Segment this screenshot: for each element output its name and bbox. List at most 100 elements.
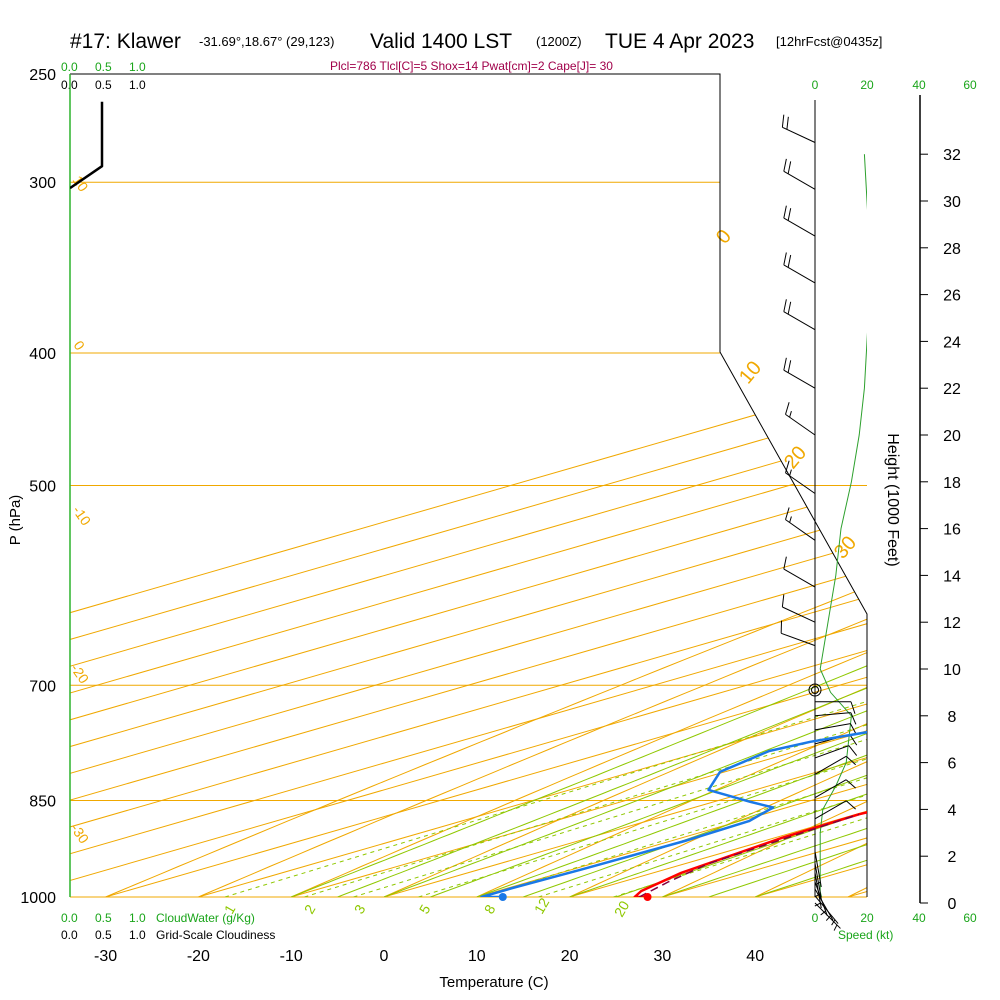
isotherm-line xyxy=(70,74,867,897)
forecast-info: [12hrFcst@0435z] xyxy=(776,34,882,49)
wind-barb xyxy=(785,402,816,436)
cloud-line xyxy=(70,101,104,190)
barb-staff xyxy=(781,632,816,647)
isobar-lines xyxy=(70,73,867,898)
speed-tick-bottom: 60 xyxy=(963,911,977,925)
wind-barb xyxy=(783,357,816,389)
barb-half-flag xyxy=(820,910,826,916)
moist-adiabat-line xyxy=(430,85,867,897)
barb-flag xyxy=(845,800,856,810)
wind-barb xyxy=(814,723,857,735)
barb-staff xyxy=(814,779,847,799)
barb-staff xyxy=(814,872,822,909)
moist-adiabat-line xyxy=(569,85,867,897)
wind-barb xyxy=(785,507,816,541)
isotherm-line xyxy=(383,74,867,897)
barb-staff xyxy=(814,755,847,775)
height-tick-label: 28 xyxy=(943,241,961,258)
barb-half-flag xyxy=(831,919,836,926)
height-tick-label: 4 xyxy=(948,802,957,819)
mixing-ratio-label: 3 xyxy=(351,902,369,917)
mixing-ratio-line xyxy=(613,352,867,897)
cloudiness-tick-top: 1.0 xyxy=(129,78,146,92)
cloudiness-tick-bottom: 1.0 xyxy=(129,928,146,942)
cloudwater-tick-bottom: 0.0 xyxy=(61,911,78,925)
speed-tick-top: 40 xyxy=(912,78,926,92)
wind-barb xyxy=(814,800,856,820)
isotherm-label: 20 xyxy=(780,442,811,473)
barb-staff xyxy=(814,745,849,759)
cloudwater-tick-top: 1.0 xyxy=(129,60,146,74)
barb-flag xyxy=(787,301,792,315)
wind-barb xyxy=(783,299,816,331)
height-tick-label: 10 xyxy=(943,662,961,679)
wind-barb xyxy=(783,205,816,237)
barb-flag xyxy=(787,208,792,221)
barb-staff xyxy=(782,126,816,143)
mixing-ratio-label: 12 xyxy=(531,895,553,917)
wind-speed-profile xyxy=(819,154,867,897)
temperature-tick-label: -30 xyxy=(94,948,117,965)
barb-flag xyxy=(845,779,856,789)
isotherm-label: 0 xyxy=(712,226,736,249)
height-tick-label: 0 xyxy=(948,896,957,913)
valid-date: TUE 4 Apr 2023 xyxy=(605,30,754,53)
pressure-tick-label: 500 xyxy=(29,479,56,496)
barb-staff xyxy=(814,723,851,731)
isotherm-line xyxy=(105,74,867,897)
temperature-ticks: -30 -20 -10 0 10 20 30 40 xyxy=(94,948,764,965)
wind-barb xyxy=(814,872,822,909)
barb-staff xyxy=(783,264,816,284)
barb-half-flag xyxy=(789,469,792,476)
cloudwater-tick-bottom: 0.5 xyxy=(95,911,112,925)
barb-staff xyxy=(785,472,816,494)
mixing-ratio-label: 8 xyxy=(481,902,499,917)
temperature-tick-label: 0 xyxy=(380,948,389,965)
barb-staff xyxy=(814,888,834,921)
barb-flag xyxy=(785,507,790,520)
cloudwater-tick-top: 0.5 xyxy=(95,60,112,74)
plot-frame xyxy=(69,73,921,903)
dry-adiabat-line xyxy=(847,74,867,897)
height-tick-label: 14 xyxy=(943,568,961,585)
height-tick-label: 6 xyxy=(948,756,957,773)
height-tick-label: 30 xyxy=(943,194,961,211)
height-tick-label: 18 xyxy=(943,475,961,492)
speed-tick-bottom: 0 xyxy=(812,911,819,925)
height-tick-label: 24 xyxy=(943,334,961,351)
barb-half-flag xyxy=(789,516,792,523)
wind-barb xyxy=(785,460,816,494)
mixing-ratio-label: 20 xyxy=(611,898,633,920)
isotherm-line xyxy=(847,74,867,897)
isotherm-label: 10 xyxy=(735,357,766,388)
station-coords: -31.69°,18.67° (29,123) xyxy=(199,34,334,49)
speed-tick-top: 0 xyxy=(812,78,819,92)
wind-barb xyxy=(783,252,816,284)
cloudwater-tick-bottom: 1.0 xyxy=(129,911,146,925)
pressure-tick-label: 250 xyxy=(29,67,56,84)
wind-barb xyxy=(815,701,856,714)
wind-barbs xyxy=(780,114,858,931)
speed-tick-bottom: 20 xyxy=(860,911,874,925)
moist-adiabat-line xyxy=(523,85,867,897)
temperature-tick-label: -10 xyxy=(280,948,303,965)
lcl-marker xyxy=(808,683,822,697)
speed-tick-top: 20 xyxy=(860,78,874,92)
barb-flag xyxy=(850,723,857,735)
dry-adiabat-line xyxy=(476,74,867,897)
barb-staff xyxy=(783,170,816,190)
barb-staff xyxy=(814,863,822,899)
height-tick-label: 26 xyxy=(943,288,961,305)
barb-half-flag xyxy=(814,902,821,907)
barb-staff xyxy=(783,568,816,588)
barb-flag xyxy=(785,460,790,473)
barb-flag xyxy=(783,252,787,266)
station-title: #17: Klawer xyxy=(70,30,181,53)
isotherm-line xyxy=(70,74,867,897)
cloudiness-tick-top: 0.5 xyxy=(95,78,112,92)
pressure-ticks: 250 300 400 500 700 850 1000 xyxy=(20,67,56,907)
dry-adiabat-line xyxy=(569,74,867,897)
isotherm-line xyxy=(70,74,867,897)
